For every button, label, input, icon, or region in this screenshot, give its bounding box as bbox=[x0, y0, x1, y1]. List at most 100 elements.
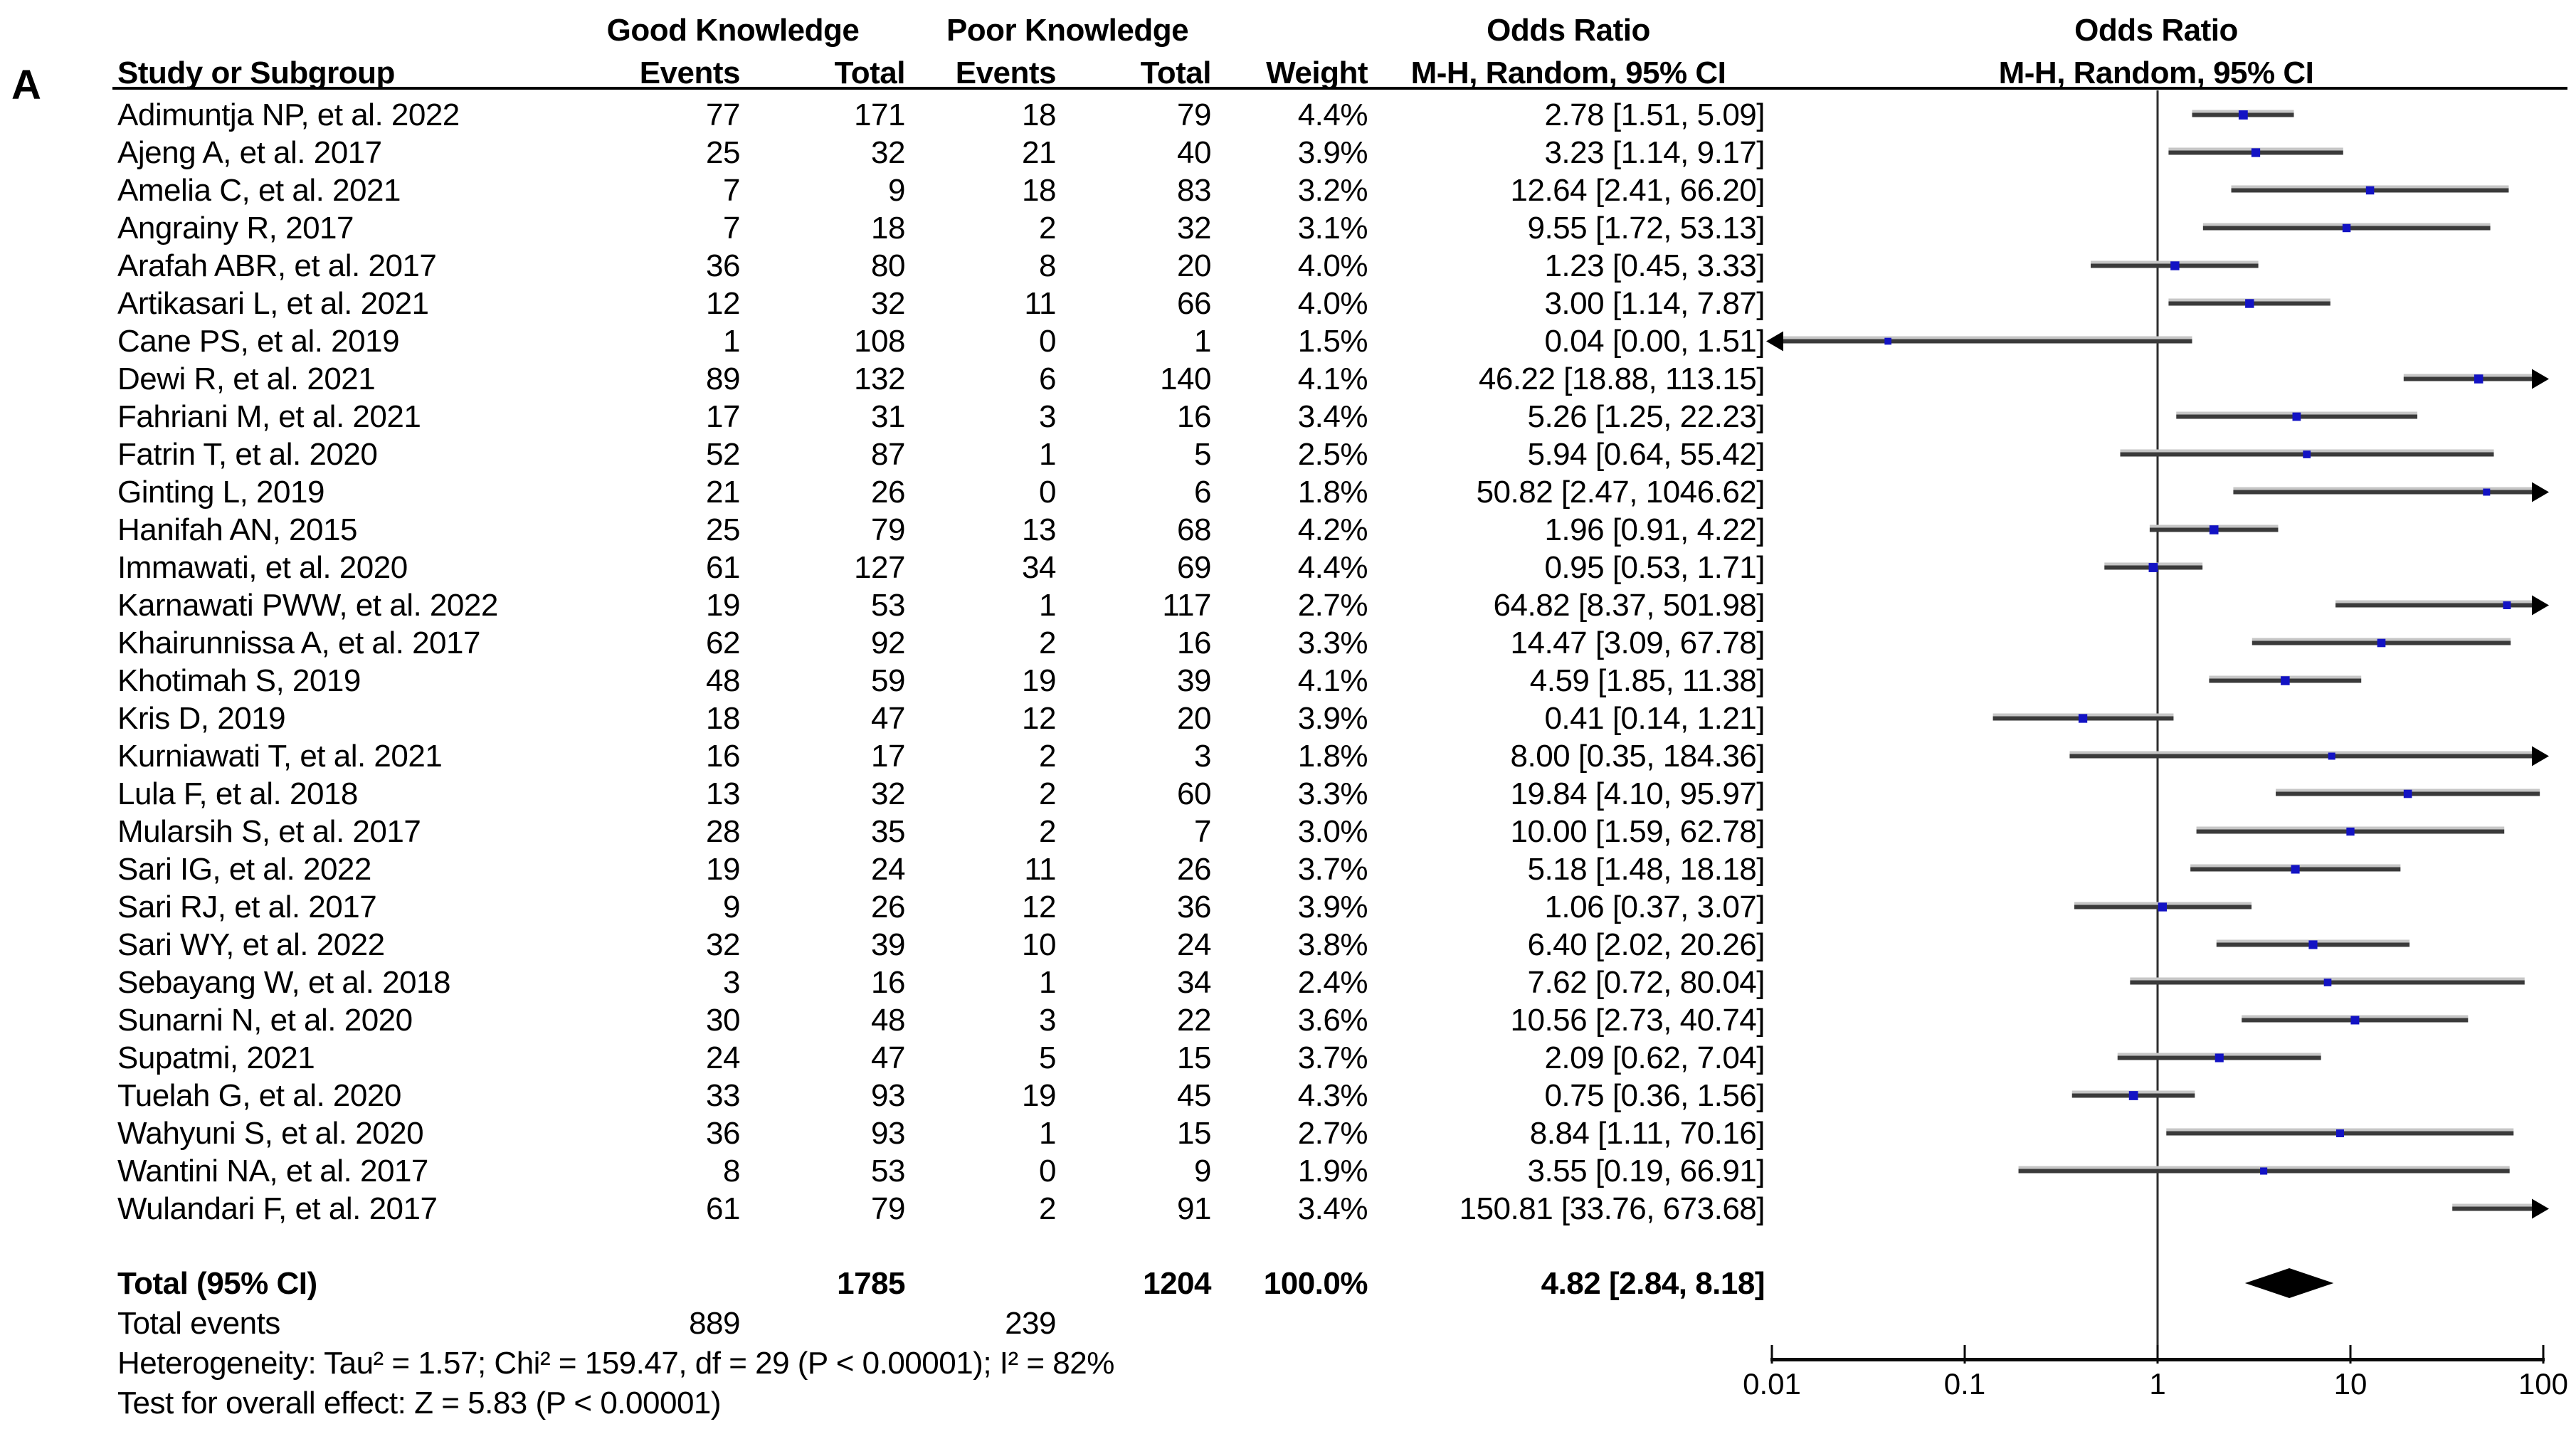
gk-events: 25 bbox=[706, 135, 740, 170]
effect-square bbox=[2238, 110, 2248, 120]
header-rule bbox=[112, 87, 2567, 90]
x-axis-tick-label: 1 bbox=[2149, 1367, 2165, 1401]
study-name: Khairunnissa A, et al. 2017 bbox=[117, 626, 480, 660]
table-row: Angrainy R, 2017 7 18 2 32 3.1% 9.55 [1.72, 53… bbox=[0, 209, 2576, 247]
total-or-ci: 4.82 [2.84, 8.18] bbox=[1541, 1266, 1765, 1301]
or-ci: 5.26 [1.25, 22.23] bbox=[1527, 399, 1765, 434]
effect-square bbox=[2323, 979, 2332, 986]
table-row: Sari RJ, et al. 2017 9 26 12 36 3.9% 1.06 [0.3… bbox=[0, 888, 2576, 926]
table-row: Kurniawati T, et al. 2021 16 17 2 3 1.8% 8.00 … bbox=[0, 737, 2576, 775]
gk-total: 53 bbox=[871, 588, 905, 623]
study-name: Wahyuni S, et al. 2020 bbox=[117, 1116, 424, 1151]
pk-total: 66 bbox=[1177, 286, 1211, 321]
effect-square bbox=[2209, 525, 2219, 534]
table-row: Fahriani M, et al. 2021 17 31 3 16 3.4% 5.26 [… bbox=[0, 398, 2576, 436]
study-name: Fatrin T, et al. 2020 bbox=[117, 437, 378, 472]
pk-events: 19 bbox=[1022, 663, 1056, 698]
table-row: Sari IG, et al. 2022 19 24 11 26 3.7% 5.18 [1.… bbox=[0, 850, 2576, 888]
gk-total: 18 bbox=[871, 211, 905, 246]
effect-square bbox=[2377, 638, 2386, 648]
gk-total: 127 bbox=[854, 550, 905, 585]
weight: 2.5% bbox=[1297, 437, 1368, 472]
gk-events: 7 bbox=[723, 211, 740, 246]
or-ci: 8.84 [1.11, 70.16] bbox=[1529, 1116, 1765, 1151]
pk-events: 8 bbox=[1039, 248, 1056, 283]
pk-total: 83 bbox=[1177, 173, 1211, 208]
ci-line bbox=[2233, 490, 2538, 495]
or-ci: 6.40 [2.02, 20.26] bbox=[1527, 927, 1765, 962]
pk-total: 5 bbox=[1194, 437, 1211, 472]
effect-square bbox=[2291, 865, 2300, 874]
pk-total: 34 bbox=[1177, 965, 1211, 1000]
ci-line bbox=[2335, 603, 2538, 608]
pk-events: 10 bbox=[1022, 927, 1056, 962]
panel-label: A bbox=[11, 62, 41, 108]
x-axis-tick-label: 100 bbox=[2518, 1367, 2568, 1401]
or-ci: 4.59 [1.85, 11.38] bbox=[1529, 663, 1765, 698]
pk-events: 13 bbox=[1022, 512, 1056, 547]
pk-events: 34 bbox=[1022, 550, 1056, 585]
pk-events: 2 bbox=[1039, 814, 1056, 849]
or-ci: 5.18 [1.48, 18.18] bbox=[1527, 852, 1765, 887]
pk-total: 3 bbox=[1194, 739, 1211, 774]
pk-total: 68 bbox=[1177, 512, 1211, 547]
pk-events: 0 bbox=[1039, 475, 1056, 510]
study-name: Ajeng A, et al. 2017 bbox=[117, 135, 382, 170]
gk-total: 9 bbox=[888, 173, 905, 208]
gk-events: 18 bbox=[706, 701, 740, 736]
table-row: Mularsih S, et al. 2017 28 35 2 7 3.0% 10.00 [… bbox=[0, 813, 2576, 850]
study-name: Fahriani M, et al. 2021 bbox=[117, 399, 421, 434]
gk-events: 24 bbox=[706, 1040, 740, 1075]
weight: 3.8% bbox=[1297, 927, 1368, 962]
or-ci: 9.55 [1.72, 53.13] bbox=[1527, 211, 1765, 246]
ci-line bbox=[2403, 376, 2538, 381]
or-ci: 150.81 [33.76, 673.68] bbox=[1459, 1191, 1765, 1226]
pk-total: 15 bbox=[1177, 1040, 1211, 1075]
gk-total: 39 bbox=[871, 927, 905, 962]
or-ci: 3.00 [1.14, 7.87] bbox=[1544, 286, 1765, 321]
pk-events: 21 bbox=[1022, 135, 1056, 170]
ci-line-highlight bbox=[2233, 487, 2538, 490]
gk-events: 19 bbox=[706, 852, 740, 887]
gk-events: 89 bbox=[706, 362, 740, 396]
gk-events: 61 bbox=[706, 1191, 740, 1226]
table-row: Khotimah S, 2019 48 59 19 39 4.1% 4.59 [1.85, … bbox=[0, 662, 2576, 700]
gk-total: 32 bbox=[871, 776, 905, 811]
x-axis-tick bbox=[1963, 1345, 1966, 1364]
or-ci: 14.47 [3.09, 67.78] bbox=[1510, 626, 1765, 660]
weight: 3.4% bbox=[1297, 399, 1368, 434]
x-axis-tick-label: 0.1 bbox=[1944, 1367, 1985, 1401]
gk-total: 31 bbox=[871, 399, 905, 434]
effect-square bbox=[2303, 450, 2311, 458]
pk-total: 79 bbox=[1177, 97, 1211, 132]
table-row: Dewi R, et al. 2021 89 132 6 140 4.1% 46.22 [1… bbox=[0, 360, 2576, 398]
pk-events: 1 bbox=[1039, 1116, 1056, 1151]
gk-total: 17 bbox=[871, 739, 905, 774]
or-ci: 2.09 [0.62, 7.04] bbox=[1544, 1040, 1765, 1075]
gk-events: 7 bbox=[723, 173, 740, 208]
weight: 3.2% bbox=[1297, 173, 1368, 208]
weight: 3.4% bbox=[1297, 1191, 1368, 1226]
column-header-method-plot: M-H, Random, 95% CI bbox=[1998, 56, 2314, 90]
table-row: Kris D, 2019 18 47 12 20 3.9% 0.41 [0.14, 1.21… bbox=[0, 700, 2576, 737]
weight: 3.3% bbox=[1297, 626, 1368, 660]
study-name: Mularsih S, et al. 2017 bbox=[117, 814, 421, 849]
weight: 4.2% bbox=[1297, 512, 1368, 547]
study-name: Karnawati PWW, et al. 2022 bbox=[117, 588, 498, 623]
pk-total: 24 bbox=[1177, 927, 1211, 962]
gk-events: 16 bbox=[706, 739, 740, 774]
study-name: Artikasari L, et al. 2021 bbox=[117, 286, 429, 321]
gk-events: 77 bbox=[706, 97, 740, 132]
pk-events: 6 bbox=[1039, 362, 1056, 396]
effect-square bbox=[2503, 601, 2511, 609]
study-name: Cane PS, et al. 2019 bbox=[117, 324, 400, 359]
study-name: Immawati, et al. 2020 bbox=[117, 550, 408, 585]
column-header-method-text: M-H, Random, 95% CI bbox=[1410, 56, 1726, 90]
ci-arrow-right bbox=[2532, 1198, 2549, 1219]
gk-events: 33 bbox=[706, 1078, 740, 1113]
weight: 4.4% bbox=[1297, 97, 1368, 132]
x-axis-tick bbox=[2542, 1345, 2545, 1364]
ci-arrow-right bbox=[2532, 369, 2549, 389]
study-name: Adimuntja NP, et al. 2022 bbox=[117, 97, 460, 132]
